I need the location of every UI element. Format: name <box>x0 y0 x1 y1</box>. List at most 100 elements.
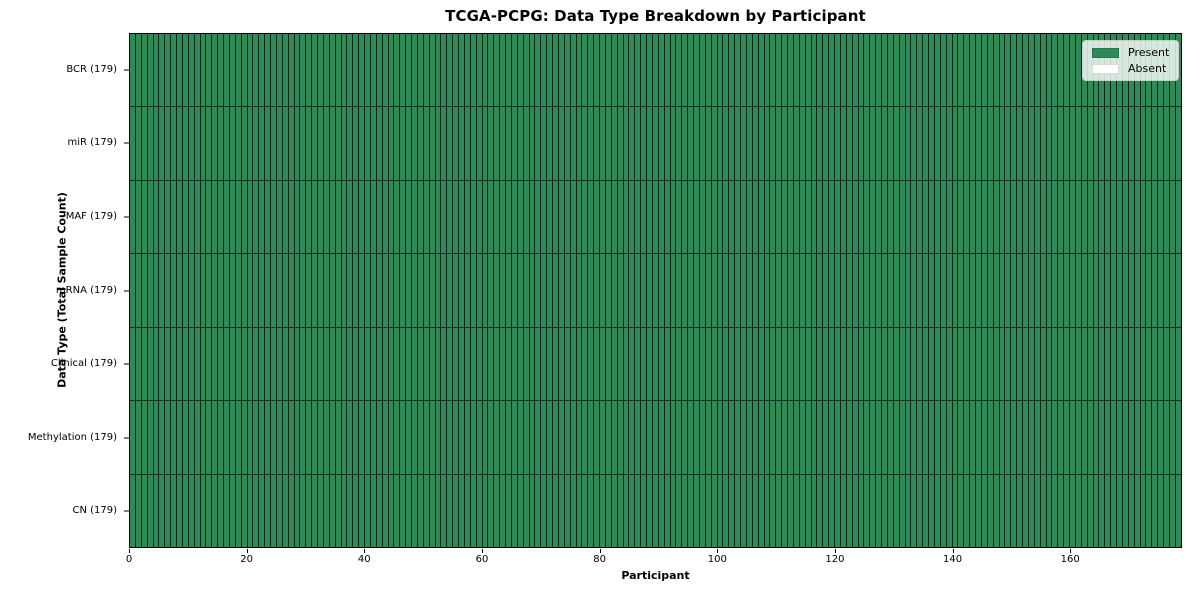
heatmap-cell <box>564 327 571 401</box>
heatmap-cell <box>1028 401 1035 474</box>
heatmap-cell <box>564 34 571 107</box>
heatmap-cell <box>1158 401 1164 474</box>
heatmap-cell <box>1023 401 1029 474</box>
heatmap-cell <box>1028 107 1035 180</box>
heatmap-cell <box>271 327 277 401</box>
heatmap-cell <box>306 474 313 547</box>
heatmap-cell <box>799 327 806 401</box>
heatmap-cell <box>746 34 753 107</box>
heatmap-cell <box>870 474 877 547</box>
heatmap-cell <box>605 34 612 107</box>
heatmap-cell <box>594 327 600 401</box>
heatmap-cell <box>811 401 818 474</box>
y-tick-mark <box>124 363 129 365</box>
heatmap-cell <box>1152 254 1159 327</box>
heatmap-cell <box>570 254 577 327</box>
heatmap-cell <box>412 474 418 547</box>
heatmap-cell <box>253 34 260 107</box>
heatmap-cell <box>159 180 166 254</box>
heatmap-cell <box>376 474 383 547</box>
heatmap-cell <box>823 474 830 547</box>
heatmap-cell <box>964 401 971 474</box>
heatmap-cell <box>200 34 207 107</box>
heatmap-cell <box>588 254 595 327</box>
heatmap-cell <box>752 34 759 107</box>
heatmap-cell <box>412 327 418 401</box>
heatmap-cell <box>259 474 266 547</box>
heatmap-cell <box>876 107 882 180</box>
heatmap-cell <box>958 34 965 107</box>
heatmap-cell <box>764 34 771 107</box>
heatmap-cell <box>1111 254 1117 327</box>
heatmap-cell <box>482 254 489 327</box>
heatmap-cell <box>699 180 706 254</box>
heatmap-cell <box>535 401 542 474</box>
heatmap-cell <box>253 107 260 180</box>
heatmap-cell <box>165 34 172 107</box>
heatmap-cell <box>964 107 971 180</box>
heatmap-cell <box>464 180 471 254</box>
heatmap-cell <box>412 34 418 107</box>
heatmap-cell <box>981 107 988 180</box>
heatmap-cell <box>482 107 489 180</box>
heatmap-cell <box>535 180 542 254</box>
heatmap-cell <box>793 107 800 180</box>
heatmap-cell <box>388 180 395 254</box>
heatmap-cell <box>1146 254 1153 327</box>
legend-label: Present <box>1128 46 1170 59</box>
heatmap-cell <box>394 401 401 474</box>
heatmap-cell <box>805 254 812 327</box>
heatmap-cell <box>1070 474 1076 547</box>
heatmap-cell <box>835 401 841 474</box>
heatmap-cell <box>476 34 483 107</box>
heatmap-cell <box>229 107 236 180</box>
heatmap-cell <box>776 254 783 327</box>
heatmap-cell <box>529 254 536 327</box>
heatmap-cell <box>476 107 483 180</box>
heatmap-cell <box>899 34 906 107</box>
heatmap-cell <box>758 474 765 547</box>
heatmap-cell <box>711 34 718 107</box>
heatmap-cell <box>611 327 618 401</box>
heatmap-cell <box>229 254 236 327</box>
heatmap-cell <box>271 254 277 327</box>
heatmap-cell <box>388 107 395 180</box>
heatmap-cell <box>752 327 759 401</box>
heatmap-cell <box>329 254 336 327</box>
heatmap-cell <box>535 327 542 401</box>
heatmap-cell <box>782 401 788 474</box>
heatmap-cell <box>705 474 712 547</box>
heatmap-cell <box>582 107 589 180</box>
heatmap-cell <box>482 180 489 254</box>
heatmap-cell <box>359 401 365 474</box>
heatmap-cell <box>1046 327 1053 401</box>
heatmap-cell <box>329 401 336 474</box>
heatmap-cell <box>770 34 777 107</box>
heatmap-cell <box>177 474 183 547</box>
chart-title: TCGA-PCPG: Data Type Breakdown by Partic… <box>445 7 866 25</box>
heatmap-cell <box>1087 254 1094 327</box>
heatmap-cell <box>388 327 395 401</box>
heatmap-cell <box>535 254 542 327</box>
heatmap-cell <box>141 254 148 327</box>
heatmap-cell <box>294 401 301 474</box>
heatmap-cell <box>764 474 771 547</box>
heatmap-cell <box>464 474 471 547</box>
heatmap-cell <box>999 107 1006 180</box>
heatmap-cell <box>218 34 224 107</box>
heatmap-cell <box>370 107 377 180</box>
heatmap-cell <box>923 254 929 327</box>
heatmap-cell <box>641 327 647 401</box>
x-tick-label: 100 <box>707 554 727 565</box>
heatmap-cell <box>1087 401 1094 474</box>
heatmap-cell <box>987 474 994 547</box>
heatmap-cell <box>723 327 730 401</box>
heatmap-cell <box>805 327 812 401</box>
heatmap-cell <box>1011 34 1018 107</box>
heatmap-cell <box>323 474 330 547</box>
heatmap-cell <box>694 34 700 107</box>
heatmap-cell <box>964 474 971 547</box>
heatmap-cell <box>600 254 606 327</box>
heatmap-cell <box>699 327 706 401</box>
heatmap-cell <box>1017 34 1023 107</box>
